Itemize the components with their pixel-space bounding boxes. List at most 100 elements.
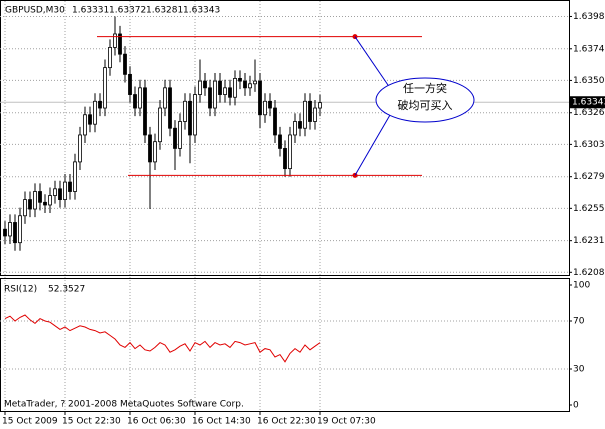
candle-body xyxy=(298,121,302,129)
candle-body xyxy=(98,100,102,109)
candle-body xyxy=(258,80,262,116)
candle-body xyxy=(233,78,237,98)
candle-body xyxy=(208,87,212,109)
y-tick-label: 1.62790 xyxy=(573,172,605,182)
y-tick-label: 1.63980 xyxy=(573,12,605,22)
candle-body xyxy=(68,181,72,192)
rsi-label: RSI(12) xyxy=(4,285,37,295)
y-tick-label: 0 xyxy=(573,401,579,411)
candle-body xyxy=(48,195,52,206)
candle-body xyxy=(318,102,322,109)
annotation-text: 任一方突 xyxy=(403,81,447,95)
y-tick-label: 1.63030 xyxy=(573,140,605,150)
callout-line xyxy=(354,36,391,89)
candle-body xyxy=(288,134,292,170)
y-tick-label: 1.63505 xyxy=(573,76,605,86)
candle-body xyxy=(78,134,82,163)
x-tick-label: 15 Oct 2009 xyxy=(2,417,58,427)
candle-body xyxy=(73,161,77,192)
header-value: 1.63372 xyxy=(109,6,146,16)
candle-body xyxy=(13,222,17,244)
candle-body xyxy=(188,100,192,136)
annotation-bubble xyxy=(375,77,475,123)
candle-body xyxy=(228,87,232,98)
candle-body xyxy=(163,87,167,109)
candle-body xyxy=(273,107,277,136)
y-tick-label: 1.62315 xyxy=(573,236,605,246)
y-tick-label: 1.63740 xyxy=(573,44,605,54)
candle-body xyxy=(3,228,7,237)
callout-line xyxy=(354,114,391,176)
candle-body xyxy=(203,80,207,89)
candle-body xyxy=(28,199,32,210)
rsi-line xyxy=(4,314,321,363)
x-tick-label: 15 Oct 22:30 xyxy=(62,417,121,427)
candle-body xyxy=(213,80,217,109)
last-price-label: 1.63343 xyxy=(572,98,605,108)
candle-body xyxy=(128,73,132,95)
annotation-text: 破均可买入 xyxy=(398,98,453,112)
rsi-value: 52.3527 xyxy=(48,285,85,295)
candle-body xyxy=(278,134,282,149)
candle-body xyxy=(33,191,37,210)
candle-body xyxy=(8,222,12,237)
candle-body xyxy=(93,100,97,125)
candle-body xyxy=(23,199,27,217)
header-value: 1.63281 xyxy=(146,6,183,16)
candle-body xyxy=(43,201,47,206)
candle-body xyxy=(153,141,157,163)
candle-body xyxy=(238,78,242,82)
rsi-panel xyxy=(0,278,570,412)
copyright: MetaTrader, ? 2001-2008 MetaQuotes Softw… xyxy=(4,400,244,410)
candle-body xyxy=(143,87,147,136)
x-tick-label: 16 Oct 06:30 xyxy=(127,417,186,427)
candle-body xyxy=(178,121,182,149)
y-tick-label: 70 xyxy=(573,317,585,327)
candle-body xyxy=(118,33,122,55)
candle-body xyxy=(248,83,252,89)
candle-body xyxy=(38,191,42,203)
candle-body xyxy=(83,114,87,136)
candle-body xyxy=(308,100,312,122)
candle-body xyxy=(253,80,257,85)
candle-body xyxy=(303,100,307,129)
candle-body xyxy=(218,80,222,95)
candle-body xyxy=(168,87,172,129)
candle-body xyxy=(223,87,227,95)
candle-body xyxy=(198,80,202,95)
candle-body xyxy=(138,87,142,109)
header-value: 1.63343 xyxy=(183,6,220,16)
candle-body xyxy=(313,107,317,122)
last-price-box xyxy=(570,96,605,109)
candle-body xyxy=(18,215,22,244)
candle-body xyxy=(108,47,112,69)
candle-body xyxy=(263,100,267,116)
candle-body xyxy=(293,121,297,136)
candle-body xyxy=(113,33,117,48)
y-tick-label: 1.62555 xyxy=(573,204,605,214)
candle-body xyxy=(123,53,127,75)
candle-body xyxy=(243,80,247,89)
candle-body xyxy=(53,188,57,196)
x-tick-label: 16 Oct 22:30 xyxy=(257,417,316,427)
candle-body xyxy=(183,100,187,122)
candle-body xyxy=(158,107,162,143)
candle-body xyxy=(63,181,67,200)
candle-body xyxy=(103,67,107,109)
price-panel xyxy=(0,0,570,276)
candle-body xyxy=(268,100,272,109)
candle-body xyxy=(58,188,62,200)
candle-body xyxy=(283,148,287,170)
candle-body xyxy=(148,134,152,163)
y-tick-label: 100 xyxy=(573,281,590,291)
x-tick-label: 19 Oct 07:30 xyxy=(317,417,376,427)
header-value: 1.63331 xyxy=(72,6,109,16)
symbol: GBPUSD,M30 xyxy=(5,6,65,16)
y-tick-label: 1.63265 xyxy=(573,108,605,118)
y-tick-label: 30 xyxy=(573,365,585,375)
candle-body xyxy=(193,94,197,136)
candle-body xyxy=(173,127,177,149)
candle-body xyxy=(133,94,137,109)
